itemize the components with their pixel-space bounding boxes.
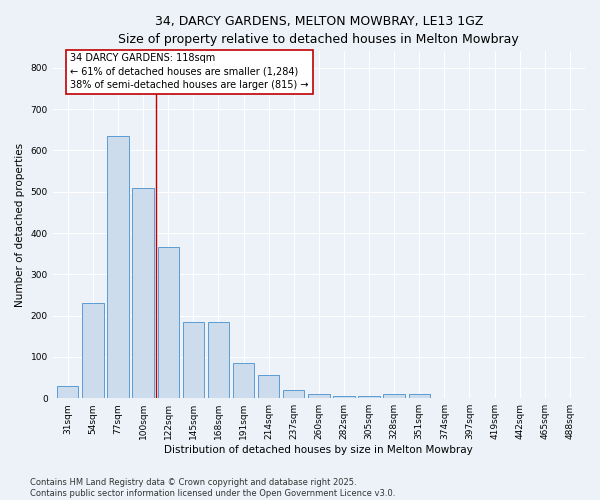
Bar xyxy=(283,390,304,398)
Bar xyxy=(107,136,128,398)
Bar xyxy=(308,394,329,398)
Bar xyxy=(409,394,430,398)
Bar xyxy=(208,322,229,398)
Bar xyxy=(233,363,254,398)
Bar xyxy=(158,248,179,398)
Text: Contains HM Land Registry data © Crown copyright and database right 2025.
Contai: Contains HM Land Registry data © Crown c… xyxy=(30,478,395,498)
Text: 34 DARCY GARDENS: 118sqm
← 61% of detached houses are smaller (1,284)
38% of sem: 34 DARCY GARDENS: 118sqm ← 61% of detach… xyxy=(70,54,309,90)
X-axis label: Distribution of detached houses by size in Melton Mowbray: Distribution of detached houses by size … xyxy=(164,445,473,455)
Bar xyxy=(133,188,154,398)
Bar xyxy=(182,322,204,398)
Bar xyxy=(333,396,355,398)
Bar xyxy=(82,303,104,398)
Bar xyxy=(258,376,279,398)
Y-axis label: Number of detached properties: Number of detached properties xyxy=(15,142,25,307)
Bar xyxy=(383,394,405,398)
Title: 34, DARCY GARDENS, MELTON MOWBRAY, LE13 1GZ
Size of property relative to detache: 34, DARCY GARDENS, MELTON MOWBRAY, LE13 … xyxy=(118,15,519,46)
Bar xyxy=(57,386,79,398)
Bar xyxy=(358,396,380,398)
